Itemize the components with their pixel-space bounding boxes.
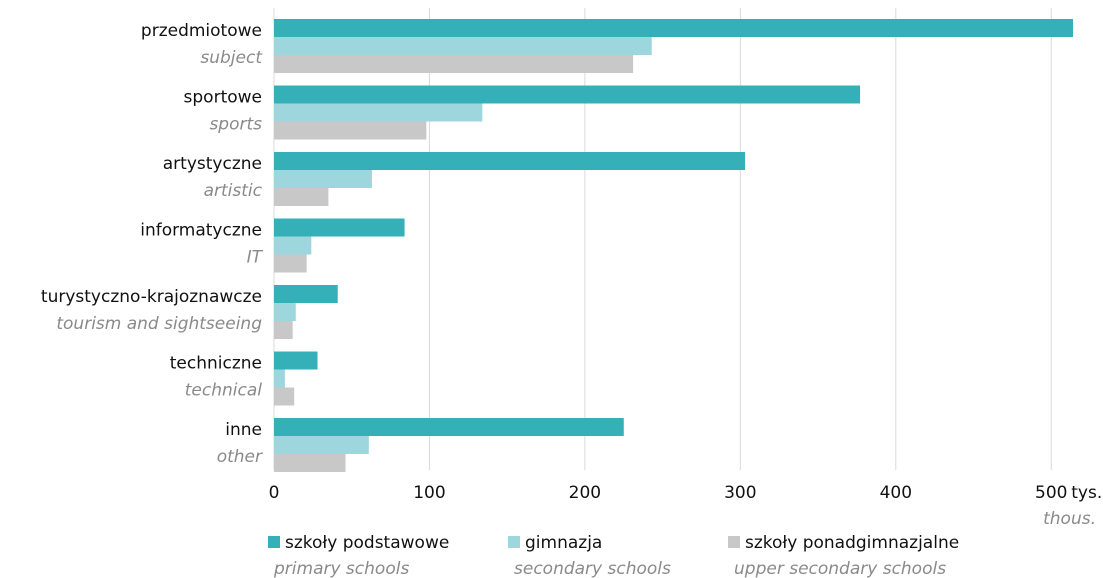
bar-IT-1: [274, 237, 311, 255]
legend-label-en: primary schools: [273, 559, 409, 578]
legend-label: szkoły ponadgimnazjalne: [745, 533, 959, 553]
bar-tourism-and-sightseeing-2: [274, 321, 293, 339]
bar-artistic-1: [274, 170, 372, 188]
x-unit-label: tys.: [1071, 483, 1102, 503]
category-label: techniczne: [170, 354, 262, 374]
category-label-en: IT: [247, 248, 264, 268]
bar-technical-1: [274, 370, 285, 388]
bar-other-1: [274, 436, 369, 454]
bar-subject-1: [274, 37, 652, 55]
bar-technical-0: [274, 352, 318, 370]
category-label-en: sports: [209, 115, 262, 135]
gridlines: [274, 8, 1051, 470]
legend: szkoły podstawowe primary schools gimnazja…: [268, 533, 959, 578]
category-label: przedmiotowe: [141, 21, 262, 41]
category-labels: przedmiotowe subject sportowe sports artysty…: [41, 21, 264, 467]
legend-label: gimnazja: [525, 533, 602, 553]
bar-technical-2: [274, 388, 294, 406]
bar-artistic-2: [274, 188, 328, 206]
category-label: inne: [225, 420, 262, 440]
bar-IT-0: [274, 219, 405, 237]
bar-sports-1: [274, 104, 482, 122]
bar-sports-2: [274, 122, 426, 140]
x-tick-label: 500: [1035, 483, 1067, 503]
category-label: artystyczne: [163, 154, 262, 174]
bar-subject-2: [274, 55, 633, 73]
category-label-en: subject: [200, 48, 263, 68]
x-tick-label: 100: [413, 483, 445, 503]
bar-other-2: [274, 454, 346, 472]
bar-tourism-and-sightseeing-1: [274, 303, 296, 321]
x-tick-label: 0: [269, 483, 280, 503]
bar-sports-0: [274, 86, 860, 104]
legend-label: szkoły podstawowe: [285, 533, 449, 553]
bars: [274, 19, 1073, 472]
bar-IT-2: [274, 255, 307, 273]
category-label: turystyczno-krajoznawcze: [41, 287, 262, 307]
bar-tourism-and-sightseeing-0: [274, 285, 338, 303]
x-tick-label: 200: [569, 483, 601, 503]
category-label-en: artistic: [204, 181, 263, 201]
x-axis-tick-labels: 0 100 200 300 400 500 tys. thous.: [269, 483, 1103, 529]
bar-artistic-0: [274, 152, 745, 170]
legend-swatch: [508, 536, 520, 548]
x-tick-label: 400: [880, 483, 912, 503]
category-label-en: technical: [185, 381, 263, 401]
category-label-en: tourism and sightseeing: [56, 314, 262, 334]
legend-label-en: secondary schools: [514, 559, 671, 578]
x-unit-label-en: thous.: [1043, 509, 1096, 529]
legend-swatch: [268, 536, 280, 548]
category-label: informatyczne: [140, 221, 262, 241]
bar-other-0: [274, 418, 624, 436]
category-label: sportowe: [184, 88, 262, 108]
legend-label-en: upper secondary schools: [734, 559, 946, 578]
legend-swatch: [728, 536, 740, 548]
category-label-en: other: [217, 447, 263, 467]
bar-subject-0: [274, 19, 1073, 37]
x-tick-label: 300: [724, 483, 756, 503]
